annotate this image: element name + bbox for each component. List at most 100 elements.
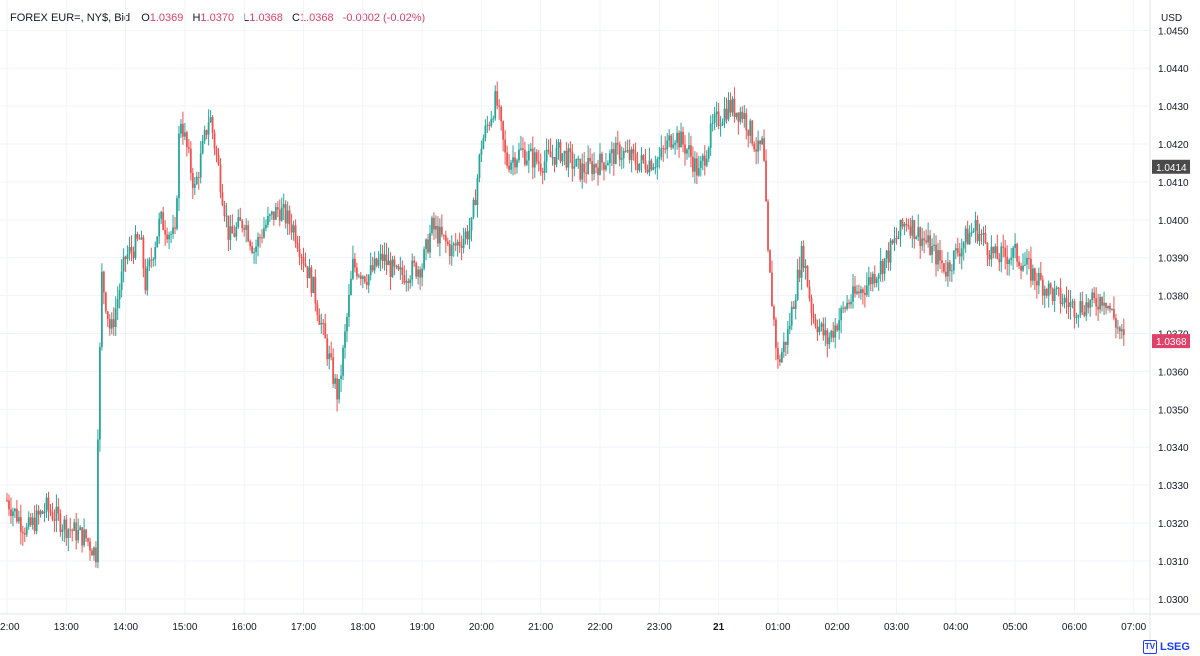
candle-body [1000,246,1003,263]
candle-body [85,529,87,539]
candle-body [253,252,255,254]
candle-body [607,163,609,166]
candle-body [110,319,113,329]
candle-body [1030,258,1032,281]
candle-body [652,167,655,170]
candle-body [83,529,85,546]
candle-body [529,148,532,151]
candle-body [27,517,30,527]
candle-body [711,122,714,124]
last-price-label-bg [1152,334,1190,349]
candle-body [725,108,728,120]
candle-body [875,278,878,283]
candle-body [559,142,562,162]
candle-body [132,251,135,258]
candle-body [684,144,686,154]
candle-body [486,124,489,126]
candle-body [199,153,202,178]
candle-body [211,117,214,133]
candle-body [102,271,105,293]
candle-body [523,149,526,165]
candle-body [328,353,331,360]
candle-body [448,244,451,257]
candle-body [17,517,20,522]
candle-body [690,145,692,157]
candle-body [984,232,987,243]
candle-body [780,351,783,363]
candle-body [640,155,643,164]
candle-body [737,112,740,122]
candle-body [577,158,580,160]
candle-body [23,533,26,535]
candle-body [276,207,279,210]
candle-body [375,258,378,266]
candle-body [510,162,512,170]
candle-body [95,547,97,563]
candle-body [832,330,835,338]
candle-body [612,149,615,165]
candle-body [178,133,180,199]
candle-body [130,246,133,252]
candle-body [824,330,827,336]
candle-body [1037,272,1040,286]
candle-body [946,262,949,277]
candle-body [272,211,275,220]
candle-body [296,242,299,249]
candle-body [201,140,204,154]
candle-body [361,276,364,279]
candle-body [383,254,386,262]
candle-body [692,156,694,172]
candle-body [885,250,888,259]
candle-body [189,148,192,174]
candle-body [624,150,627,152]
candle-body [207,122,210,135]
candle-body [411,260,414,280]
lseg-logo: TV LSEG [1143,640,1190,654]
candle-body [719,125,722,127]
candle-body [879,260,882,275]
candle-body [599,153,601,175]
candle-body [31,517,34,525]
symbol-label: FOREX EUR=, NY$, Bid [10,12,131,24]
candle-body [893,238,896,244]
candle-body [992,246,995,254]
x-tick-label: 05:00 [1003,622,1028,633]
candle-body [193,183,196,188]
candle-body [229,226,232,240]
x-tick-label: 13:00 [54,622,79,633]
candle-body [466,231,469,240]
candle-body [891,240,894,244]
candle-body [53,519,56,521]
candle-body [587,157,590,174]
candle-body [37,510,40,515]
candle-body [106,311,109,320]
candle-body [676,132,678,143]
candle-body [215,148,218,155]
candle-body [227,215,230,240]
candle-body [166,234,169,240]
candle-body [658,157,661,160]
candle-body [978,233,981,242]
candle-body [298,248,301,257]
candle-body [1026,257,1028,265]
candle-body [251,246,254,253]
candle-body [1014,243,1016,248]
candle-body [1012,247,1015,258]
candle-body [474,199,477,206]
candle-body [14,508,16,512]
candle-body [150,259,153,261]
candle-body [852,286,854,302]
candle-body [308,267,311,279]
candle-body [237,217,240,227]
candle-body [666,140,669,150]
candle-body [761,138,763,145]
candle-body [636,163,639,171]
candle-body [176,198,178,229]
candle-body [118,289,121,300]
candle-body [664,148,667,150]
candle-body [387,260,390,266]
candle-body [407,280,410,283]
candle-body [747,130,750,136]
candle-body [399,267,402,270]
